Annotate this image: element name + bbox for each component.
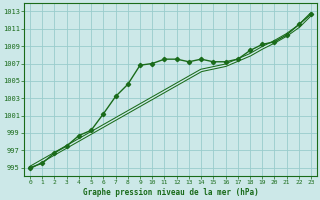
X-axis label: Graphe pression niveau de la mer (hPa): Graphe pression niveau de la mer (hPa): [83, 188, 259, 197]
